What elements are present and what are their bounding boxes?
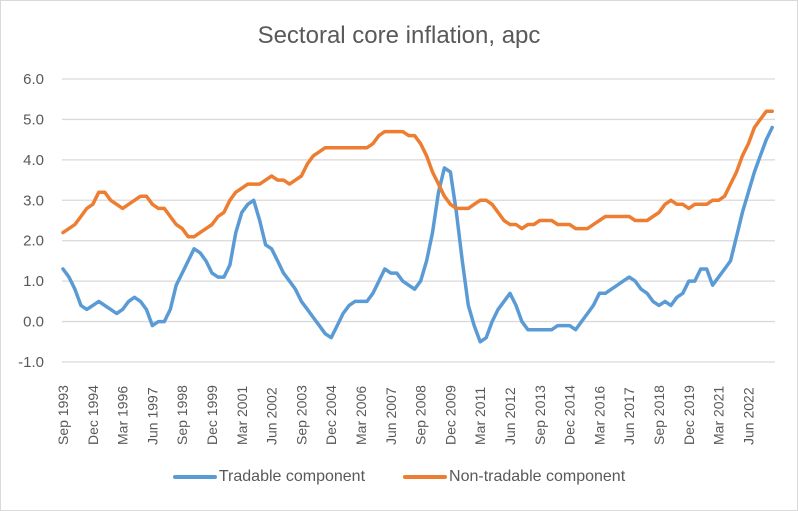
x-tick-label: Jun 2007 (383, 387, 399, 445)
y-tick-label: 1.0 (23, 273, 44, 290)
legend-item-non-tradable: Non-tradable component (403, 468, 625, 486)
x-tick-label: Dec 2009 (442, 385, 458, 445)
x-tick-label: Sep 1993 (55, 385, 71, 445)
y-tick-label: 2.0 (23, 233, 44, 250)
legend-label-tradable: Tradable component (218, 468, 366, 485)
x-tick-label: Jun 2022 (740, 387, 756, 445)
y-tick-label: 5.0 (23, 111, 44, 128)
x-tick-label: Dec 1994 (85, 385, 101, 445)
x-tick-label: Jun 2012 (502, 387, 518, 445)
x-tick-label: Mar 2021 (711, 386, 727, 445)
x-tick-label: Sep 1998 (174, 385, 190, 445)
x-tick-label: Jun 1997 (144, 387, 160, 445)
x-tick-label: Sep 2003 (293, 385, 309, 445)
legend: Tradable component Non-tradable componen… (0, 468, 798, 486)
x-tick-label: Jun 2017 (621, 387, 637, 445)
x-tick-label: Dec 2014 (562, 385, 578, 445)
y-tick-label: 3.0 (23, 192, 44, 209)
y-tick-label: 6.0 (23, 71, 44, 88)
x-tick-label: Mar 2011 (472, 387, 488, 445)
y-tick-label: 0.0 (23, 314, 44, 331)
gridlines (62, 78, 775, 363)
series-line-non-tradable (61, 109, 774, 239)
legend-label-non-tradable: Non-tradable component (449, 468, 626, 485)
x-tick-label: Dec 2004 (323, 385, 339, 445)
y-axis-ticks: 6.0 5.0 4.0 3.0 2.0 1.0 0.0 -1.0 (18, 71, 44, 371)
series-line-tradable (61, 125, 774, 344)
x-axis-ticks: Sep 1993 Dec 1994 Mar 1996 Jun 1997 Sep 1998… (55, 385, 756, 445)
x-tick-label: Sep 2013 (532, 385, 548, 445)
x-tick-label: Mar 2016 (591, 386, 607, 445)
x-tick-label: Jun 2002 (264, 387, 280, 445)
x-tick-label: Mar 2001 (234, 386, 250, 445)
y-tick-label: -1.0 (18, 354, 44, 371)
y-tick-label: 4.0 (23, 152, 44, 169)
x-tick-label: Mar 1996 (115, 386, 131, 445)
legend-swatch-tradable (172, 475, 217, 479)
x-tick-label: Sep 2008 (413, 385, 429, 445)
chart-title: Sectoral core inflation, apc (257, 22, 541, 49)
x-tick-label: Mar 2006 (353, 386, 369, 445)
x-tick-label: Dec 2019 (681, 385, 697, 445)
series-lines (61, 109, 774, 344)
legend-item-tradable: Tradable component (172, 468, 366, 486)
legend-swatch-non-tradable (403, 475, 448, 479)
x-tick-label: Dec 1999 (204, 385, 220, 445)
x-tick-label: Sep 2018 (651, 385, 667, 445)
